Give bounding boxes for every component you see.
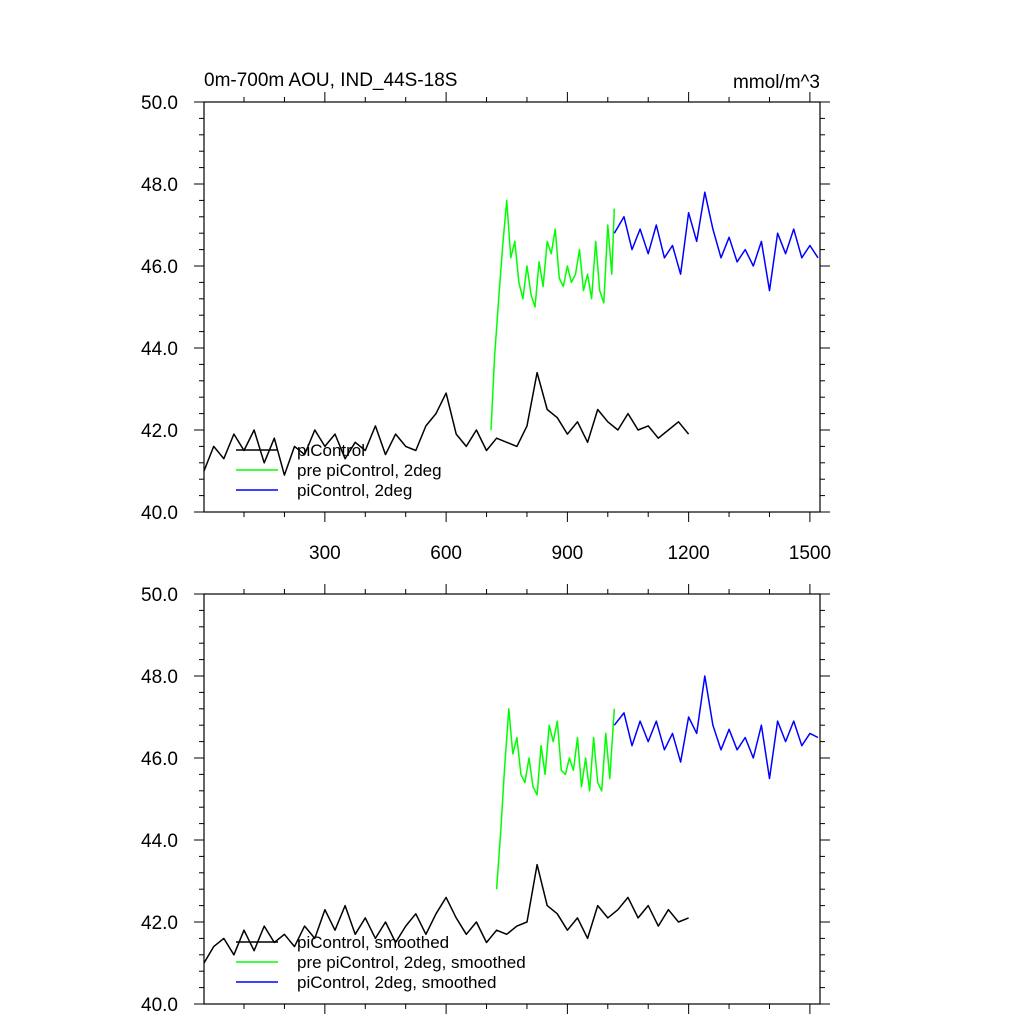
x-tick-label: 600: [430, 543, 462, 564]
series-line-1: [203, 863, 689, 964]
series-line-3: [613, 191, 819, 292]
figure-title: 0m-700m AOU, IND_44S-18S: [204, 70, 457, 91]
x-tick-label: 300: [309, 543, 341, 564]
y-tick-label: 48.0: [141, 667, 178, 688]
y-tick-label: 44.0: [141, 831, 178, 852]
legend-label: pre piControl, 2deg: [297, 461, 442, 480]
y-tick-label: 46.0: [141, 749, 178, 770]
figure-units: mmol/m^3: [733, 72, 820, 93]
series-line-2: [490, 199, 616, 431]
legend-label: piControl, smoothed: [297, 933, 449, 952]
raw-series-panel: 40.0 42.0 44.0 46.0 48.0 50.0 300 600 900 1200 150…: [141, 92, 831, 564]
y-tick-label: 44.0: [141, 339, 178, 360]
y-tick-label: 40.0: [141, 995, 178, 1016]
smoothed-series-panel: 40.0 42.0 44.0 46.0 48.0 50.0 piControl, smoot…: [141, 584, 830, 1016]
plot-frame: [203, 101, 821, 513]
y-tick-label: 50.0: [141, 93, 178, 114]
x-tick-label: 1500: [789, 543, 831, 564]
y-tick-label: 40.0: [141, 503, 178, 524]
y-tick-label: 50.0: [141, 585, 178, 606]
plot-frame: [203, 593, 821, 1005]
x-tick-label: 900: [552, 543, 584, 564]
legend-label: piControl, 2deg: [297, 481, 412, 500]
legend-label: pre piControl, 2deg, smoothed: [297, 953, 526, 972]
x-tick-label: 1200: [667, 543, 709, 564]
legend-label: piControl, 2deg, smoothed: [297, 973, 496, 992]
y-tick-label: 48.0: [141, 175, 178, 196]
series-line-1: [203, 371, 690, 476]
y-tick-label: 42.0: [141, 421, 178, 442]
series-line-2: [495, 708, 616, 890]
y-tick-label: 46.0: [141, 257, 178, 278]
y-tick-label: 42.0: [141, 913, 178, 934]
legend-label: piControl: [297, 441, 365, 460]
series-line-3: [613, 675, 819, 780]
